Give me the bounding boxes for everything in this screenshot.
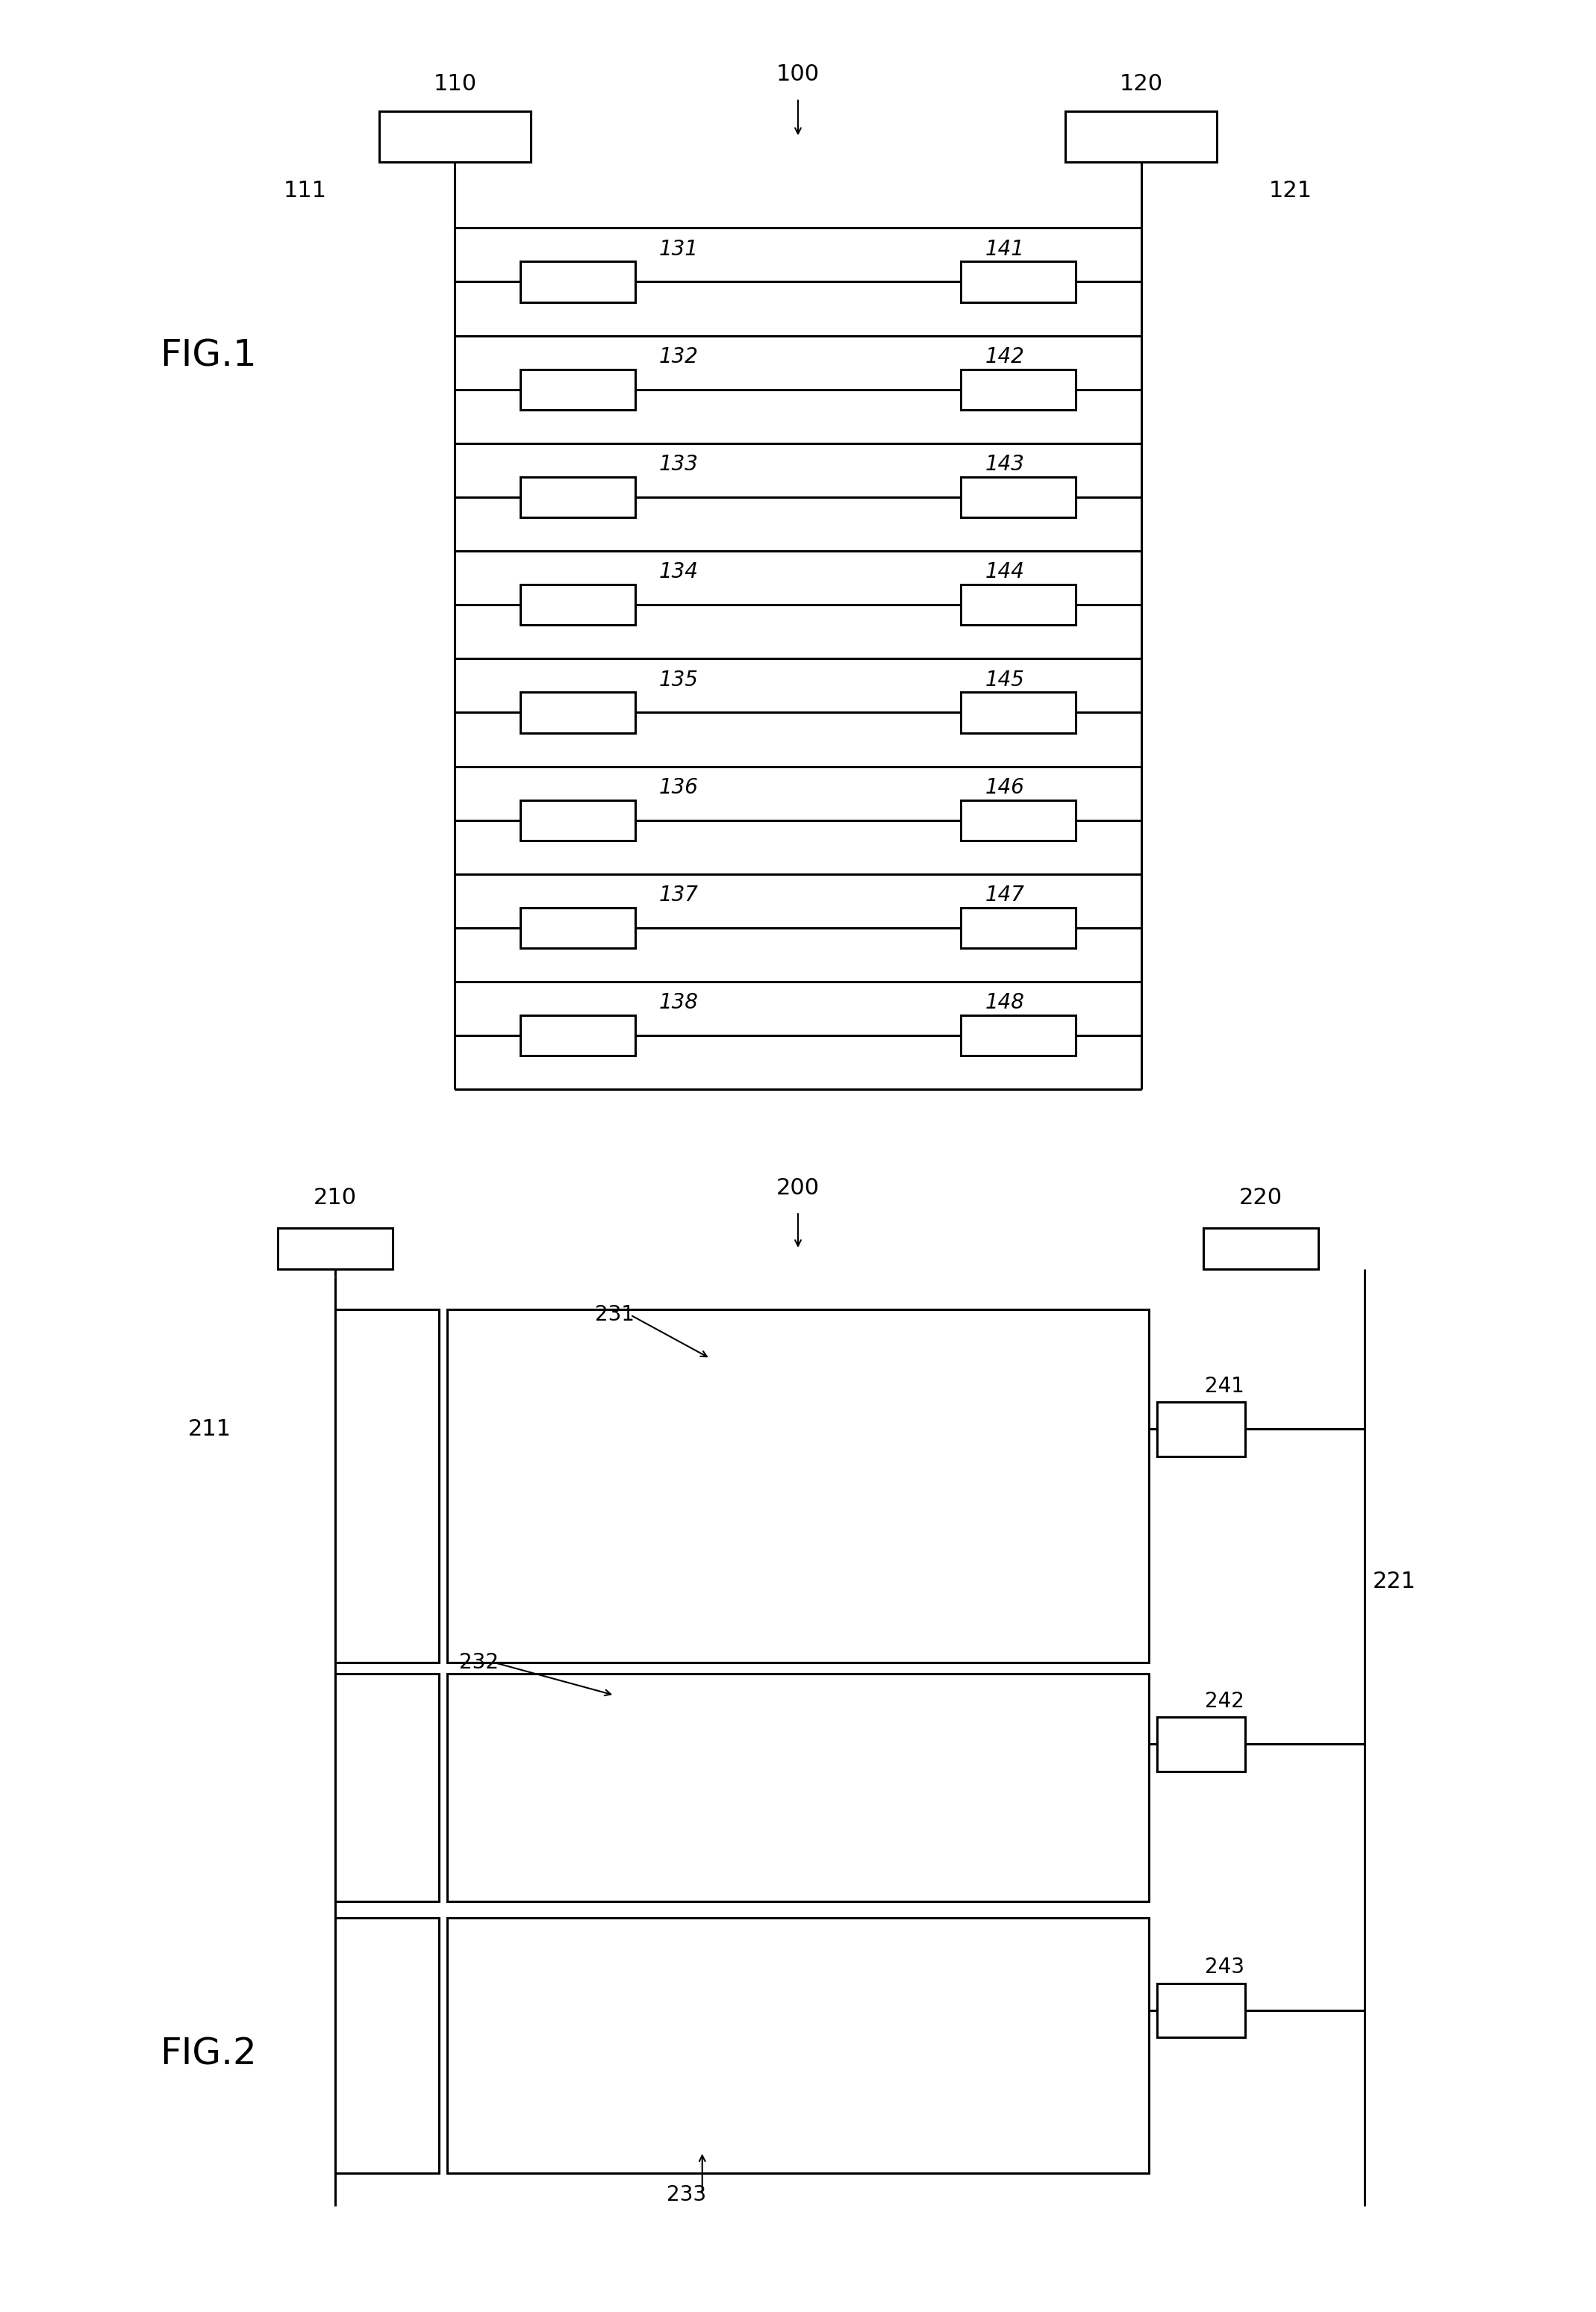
Text: 141: 141 (985, 238, 1025, 259)
Text: 242: 242 (1205, 1690, 1245, 1711)
Bar (961, 476, 1076, 518)
Text: 120: 120 (1119, 74, 1163, 95)
Bar (447, 1674, 1149, 1903)
Bar (961, 800, 1076, 842)
Bar (961, 585, 1076, 624)
Bar (1066, 111, 1216, 162)
Text: 148: 148 (985, 992, 1025, 1013)
Text: 100: 100 (776, 65, 820, 86)
Bar (520, 585, 635, 624)
Bar (520, 1015, 635, 1057)
Bar (961, 261, 1076, 303)
Text: 220: 220 (1238, 1186, 1283, 1209)
Text: 136: 136 (659, 777, 699, 798)
Text: 137: 137 (659, 885, 699, 906)
Text: 210: 210 (313, 1186, 358, 1209)
Text: 241: 241 (1205, 1376, 1245, 1396)
Text: 143: 143 (985, 453, 1025, 474)
Bar (380, 111, 530, 162)
Bar (1203, 1228, 1318, 1269)
Bar (335, 1674, 439, 1903)
Bar (961, 1015, 1076, 1057)
Text: 146: 146 (985, 777, 1025, 798)
Text: 138: 138 (659, 992, 699, 1013)
Bar (961, 370, 1076, 409)
Text: 200: 200 (776, 1177, 820, 1198)
Text: 111: 111 (284, 180, 327, 201)
Text: 233: 233 (667, 2185, 705, 2206)
Bar (520, 261, 635, 303)
Text: 232: 232 (460, 1653, 498, 1674)
Bar (1157, 1984, 1245, 2037)
Text: 131: 131 (659, 238, 699, 259)
Bar (961, 909, 1076, 948)
Bar (335, 1919, 439, 2173)
Text: 221: 221 (1373, 1570, 1416, 1593)
Bar (520, 909, 635, 948)
Text: 135: 135 (659, 670, 699, 691)
Text: 110: 110 (433, 74, 477, 95)
Bar (1157, 1718, 1245, 1771)
Text: 147: 147 (985, 885, 1025, 906)
Text: 145: 145 (985, 670, 1025, 691)
Text: 121: 121 (1269, 180, 1312, 201)
Bar (961, 691, 1076, 733)
Text: 211: 211 (188, 1417, 231, 1440)
Bar (520, 691, 635, 733)
Bar (520, 370, 635, 409)
Bar (520, 476, 635, 518)
Text: 243: 243 (1205, 1956, 1245, 1977)
Bar (278, 1228, 393, 1269)
Bar (447, 1919, 1149, 2173)
Bar (1157, 1401, 1245, 1457)
Text: FIG.1: FIG.1 (160, 338, 257, 375)
Text: 231: 231 (595, 1304, 634, 1325)
Text: 132: 132 (659, 347, 699, 368)
Text: 142: 142 (985, 347, 1025, 368)
Text: 144: 144 (985, 562, 1025, 583)
Bar (335, 1309, 439, 1662)
Text: 133: 133 (659, 453, 699, 474)
Bar (447, 1309, 1149, 1662)
Bar (520, 800, 635, 842)
Text: FIG.2: FIG.2 (160, 2037, 257, 2072)
Text: 134: 134 (659, 562, 699, 583)
